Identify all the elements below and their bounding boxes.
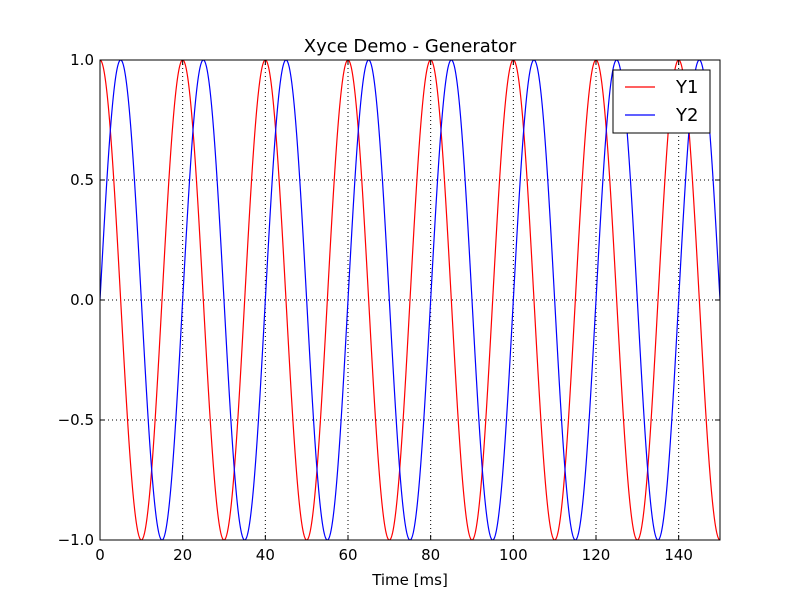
x-tick-label: 60 [338, 546, 357, 564]
chart-title: Xyce Demo - Generator [304, 36, 517, 57]
x-tick-label: 40 [256, 546, 275, 564]
series-layer [100, 60, 720, 540]
x-axis: 0 20 40 60 80 100 120 140 [95, 60, 693, 564]
y-tick-label: 0.5 [70, 171, 94, 189]
x-tick-label: 140 [664, 546, 693, 564]
y-tick-label: −1.0 [58, 531, 94, 549]
legend-frame [612, 69, 711, 134]
y-tick-label: −0.5 [58, 411, 94, 429]
x-tick-label: 20 [173, 546, 192, 564]
legend: Y1 Y2 [612, 69, 711, 134]
y-tick-label: 0.0 [70, 291, 94, 309]
x-tick-label: 80 [421, 546, 440, 564]
series-line-y1 [100, 60, 720, 540]
y-tick-label: 1.0 [70, 51, 94, 69]
x-axis-label: Time [ms] [371, 571, 448, 589]
x-tick-label: 0 [95, 546, 105, 564]
legend-label-y1: Y1 [675, 77, 698, 98]
x-tick-label: 100 [499, 546, 528, 564]
x-tick-label: 120 [582, 546, 611, 564]
y-axis: 1.0 0.5 0.0 −0.5 −1.0 [58, 51, 720, 549]
legend-label-y2: Y2 [675, 105, 698, 126]
